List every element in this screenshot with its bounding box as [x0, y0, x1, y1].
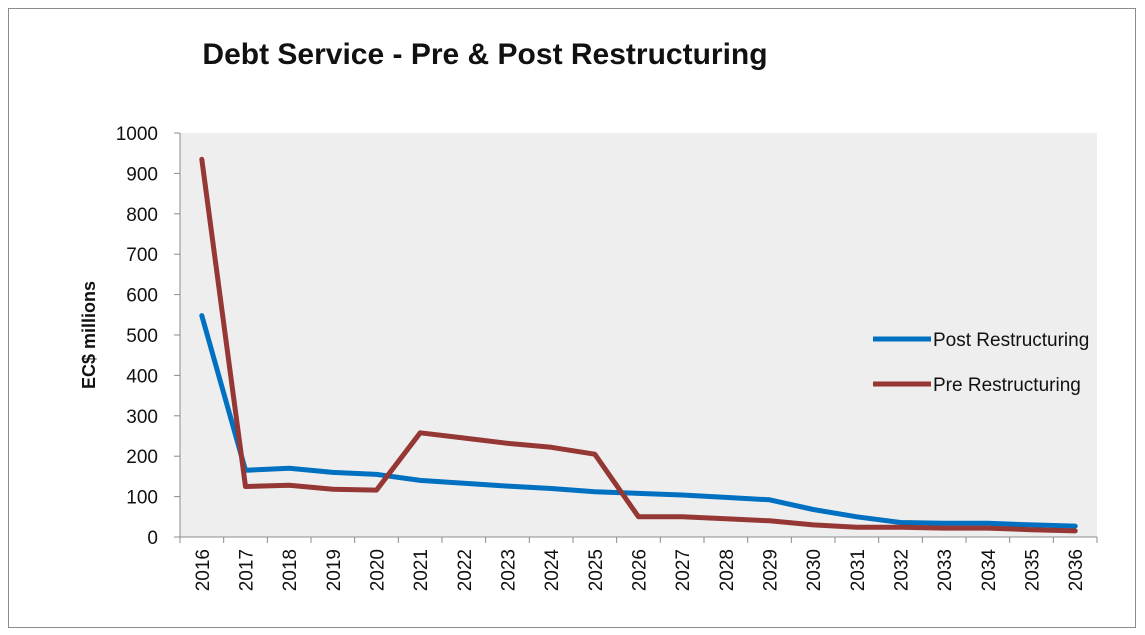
series-line-post-restructuring: [199, 313, 1078, 529]
y-tick-label: 900: [126, 164, 158, 185]
x-tick-label: 2023: [499, 549, 520, 591]
plot-area: [180, 133, 1097, 537]
x-tick-label: 2019: [324, 549, 345, 591]
y-tick-label: 1000: [116, 124, 158, 145]
x-tick-label: 2033: [935, 549, 956, 591]
x-tick-label: 2016: [193, 549, 214, 591]
x-tick-label: 2032: [892, 549, 913, 591]
x-tick-label: 2031: [848, 549, 869, 591]
x-tick-label: 2028: [717, 549, 738, 591]
legend-label: Post Restructuring: [933, 330, 1089, 351]
y-tick-label: 200: [126, 447, 158, 468]
y-tick-label: 300: [126, 407, 158, 428]
y-axis-label: EC$ millions: [79, 281, 99, 389]
x-tick-label: 2034: [979, 549, 1000, 592]
x-tick-label: 2018: [280, 549, 301, 591]
y-tick-label: 500: [126, 326, 158, 347]
x-tick-label: 2036: [1066, 549, 1087, 591]
chart-title: Debt Service - Pre & Post Restructuring: [202, 38, 768, 71]
y-tick-label: 400: [126, 366, 158, 387]
x-tick-label: 2025: [586, 549, 607, 591]
x-tick-label: 2021: [411, 549, 432, 591]
x-tick-label: 2024: [542, 549, 563, 592]
x-tick-label: 2035: [1023, 549, 1044, 591]
y-tick-label: 800: [126, 205, 158, 226]
x-tick-label: 2030: [804, 549, 825, 591]
legend-label: Pre Restructuring: [933, 375, 1081, 396]
x-tick-label: 2017: [237, 549, 258, 591]
x-tick-label: 2029: [761, 549, 782, 591]
x-tick-label: 2027: [673, 549, 694, 591]
x-tick-label: 2026: [630, 549, 651, 591]
series-line-pre-restructuring: [199, 156, 1078, 534]
x-tick-label: 2020: [368, 549, 389, 591]
x-tick-label: 2022: [455, 549, 476, 591]
y-tick-label: 700: [126, 245, 158, 266]
y-tick-label: 100: [126, 488, 158, 509]
y-tick-label: 600: [126, 286, 158, 307]
y-tick-label: 0: [147, 528, 158, 549]
